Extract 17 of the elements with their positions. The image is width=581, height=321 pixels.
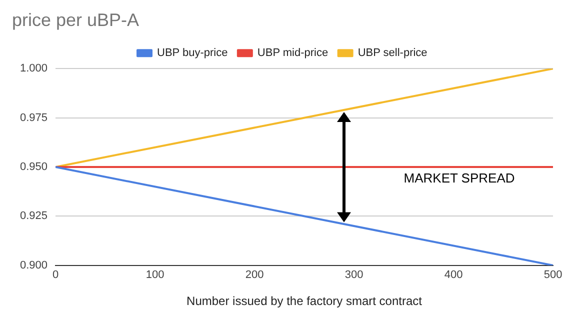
x-tick-label: 0 (52, 269, 59, 282)
y-tick-label: 0.925 (20, 210, 48, 222)
legend-label: UBP sell-price (358, 47, 428, 60)
legend-label: UBP buy-price (157, 47, 228, 60)
y-tick-label: 0.900 (20, 259, 48, 272)
chart-title: price per uBP-A (12, 10, 140, 30)
x-tick-label: 400 (444, 269, 463, 282)
y-tick-label: 0.950 (20, 161, 48, 174)
legend-label: UBP mid-price (257, 47, 328, 60)
annotation: MARKET SPREAD (404, 170, 515, 186)
y-tick-label: 1.000 (20, 62, 48, 75)
x-tick-label: 200 (245, 269, 264, 282)
x-tick-label: 300 (344, 269, 364, 282)
y-tick-label: 0.975 (20, 112, 48, 124)
x-axis-title: Number issued by the factory smart contract (186, 294, 423, 308)
x-tick-label: 100 (146, 269, 164, 282)
x-tick-label: 500 (544, 269, 562, 282)
